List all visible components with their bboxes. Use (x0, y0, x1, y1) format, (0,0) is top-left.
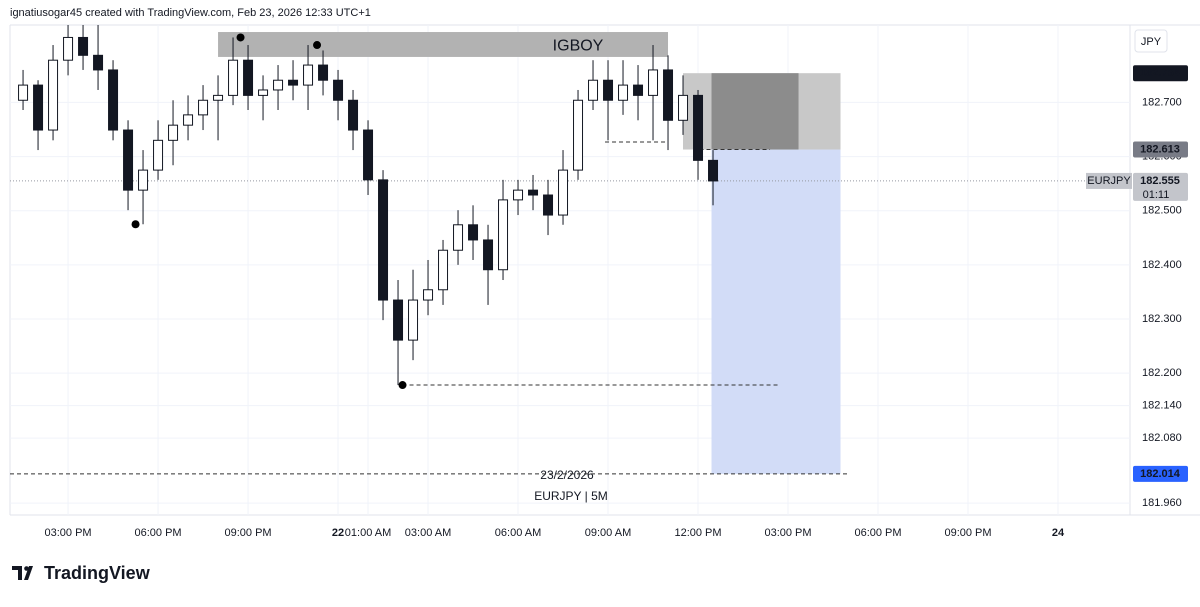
candle-body (183, 114, 194, 126)
zone (218, 32, 669, 57)
x-tick-label: 03:00 AM (405, 527, 451, 539)
x-tick-label: 06:00 PM (134, 527, 181, 539)
candle-body (708, 159, 719, 182)
candle-body (288, 79, 299, 86)
zone-label: IGBOY (553, 38, 604, 55)
candle-body (93, 54, 104, 71)
watermark: 23/2/2026 (540, 468, 594, 482)
candle-body (18, 84, 29, 101)
candle-body (78, 36, 89, 56)
x-tick-label: 06:00 PM (854, 527, 901, 539)
candle-body (678, 94, 689, 121)
candle-body (558, 169, 569, 216)
candle-body (603, 79, 614, 101)
candle-body (318, 64, 329, 81)
swing-point (236, 33, 245, 42)
candle-body (363, 129, 374, 181)
logo-icon (24, 566, 29, 571)
target-area (711, 149, 841, 474)
y-tick-label: 182.700 (1142, 96, 1182, 108)
candle-body (48, 59, 59, 131)
swing-point (131, 220, 140, 229)
symbol-tag (1086, 172, 1132, 189)
candle-body (468, 224, 479, 241)
x-tick-label: 09:00 PM (944, 527, 991, 539)
logo: TradingView (12, 563, 151, 583)
candle-body (213, 94, 224, 101)
candle-body (63, 36, 74, 61)
stop-inner (711, 73, 799, 150)
candle-body (258, 89, 269, 96)
currency-box (1134, 29, 1168, 53)
candle-body (378, 179, 389, 301)
candle-body (408, 299, 419, 341)
candle-body (423, 289, 434, 301)
candle-body (438, 249, 449, 291)
candle-body (588, 79, 599, 101)
y-tick-label: 181.960 (1142, 497, 1182, 509)
price-label-box (1133, 141, 1188, 158)
footer: TradingView (44, 563, 151, 583)
price-label: 182.754 (1140, 67, 1181, 79)
candle-body (243, 59, 254, 96)
x-tick-label: 24 (1052, 527, 1065, 539)
candle-body (123, 129, 134, 191)
candle-body (33, 84, 44, 131)
y-tick-label: 182.400 (1142, 259, 1182, 271)
price-label: 182.555 (1140, 175, 1180, 187)
price-label-box (1133, 465, 1188, 482)
price-label: 182.014 (1140, 468, 1181, 480)
x-tick-label: 03:00 PM (45, 527, 92, 539)
x-tick-label: 03:00 PM (764, 527, 811, 539)
swing-point (313, 41, 322, 50)
candle-body (618, 84, 629, 101)
y-tick-label: 182.080 (1142, 432, 1182, 444)
y-tick-label: 182.500 (1142, 205, 1182, 217)
candle-body (528, 189, 539, 196)
y-tick-label: 182.140 (1142, 400, 1182, 412)
candle-body (273, 79, 284, 91)
candle-body (168, 124, 179, 141)
candle-body (483, 239, 494, 271)
x-tick-label: 09:00 PM (224, 527, 271, 539)
watermark: EURJPY | 5M (534, 489, 608, 503)
symbol-label: EURJPY (1087, 175, 1131, 187)
x-tick-label: 22 (332, 527, 344, 539)
candle-body (393, 299, 404, 341)
x-tick-label: 09:00 AM (585, 527, 631, 539)
candle-body (153, 139, 164, 171)
candle-body (198, 99, 209, 116)
x-tick-label: 06:00 AM (495, 527, 541, 539)
candle-body (303, 64, 314, 86)
candle-body (498, 199, 509, 271)
swing-point (398, 381, 407, 390)
price-label-box (1133, 65, 1188, 82)
x-tick-label: 12:00 PM (674, 527, 721, 539)
candle-body (348, 99, 359, 131)
price-label: 182.613 (1140, 143, 1180, 155)
candle-body (513, 189, 524, 201)
candle-body (633, 84, 644, 96)
candle-body (333, 79, 344, 101)
candle-body (573, 99, 584, 171)
candle-body (693, 94, 704, 161)
candle-body (138, 169, 149, 191)
candle-body (453, 224, 464, 251)
candle-body (648, 69, 659, 96)
countdown: 01:11 (1143, 189, 1170, 201)
candle-body (663, 69, 674, 121)
y-tick-label: 182.300 (1142, 313, 1182, 325)
x-tick-label: 01:00 AM (345, 527, 391, 539)
currency: JPY (1141, 36, 1162, 48)
candle-body (108, 69, 119, 131)
candle-body (543, 194, 554, 216)
price-label-box (1133, 172, 1188, 201)
header: ignatiusogar45 created with TradingView.… (10, 7, 371, 19)
y-tick-label: 182.200 (1142, 367, 1182, 379)
candle-body (228, 59, 239, 96)
